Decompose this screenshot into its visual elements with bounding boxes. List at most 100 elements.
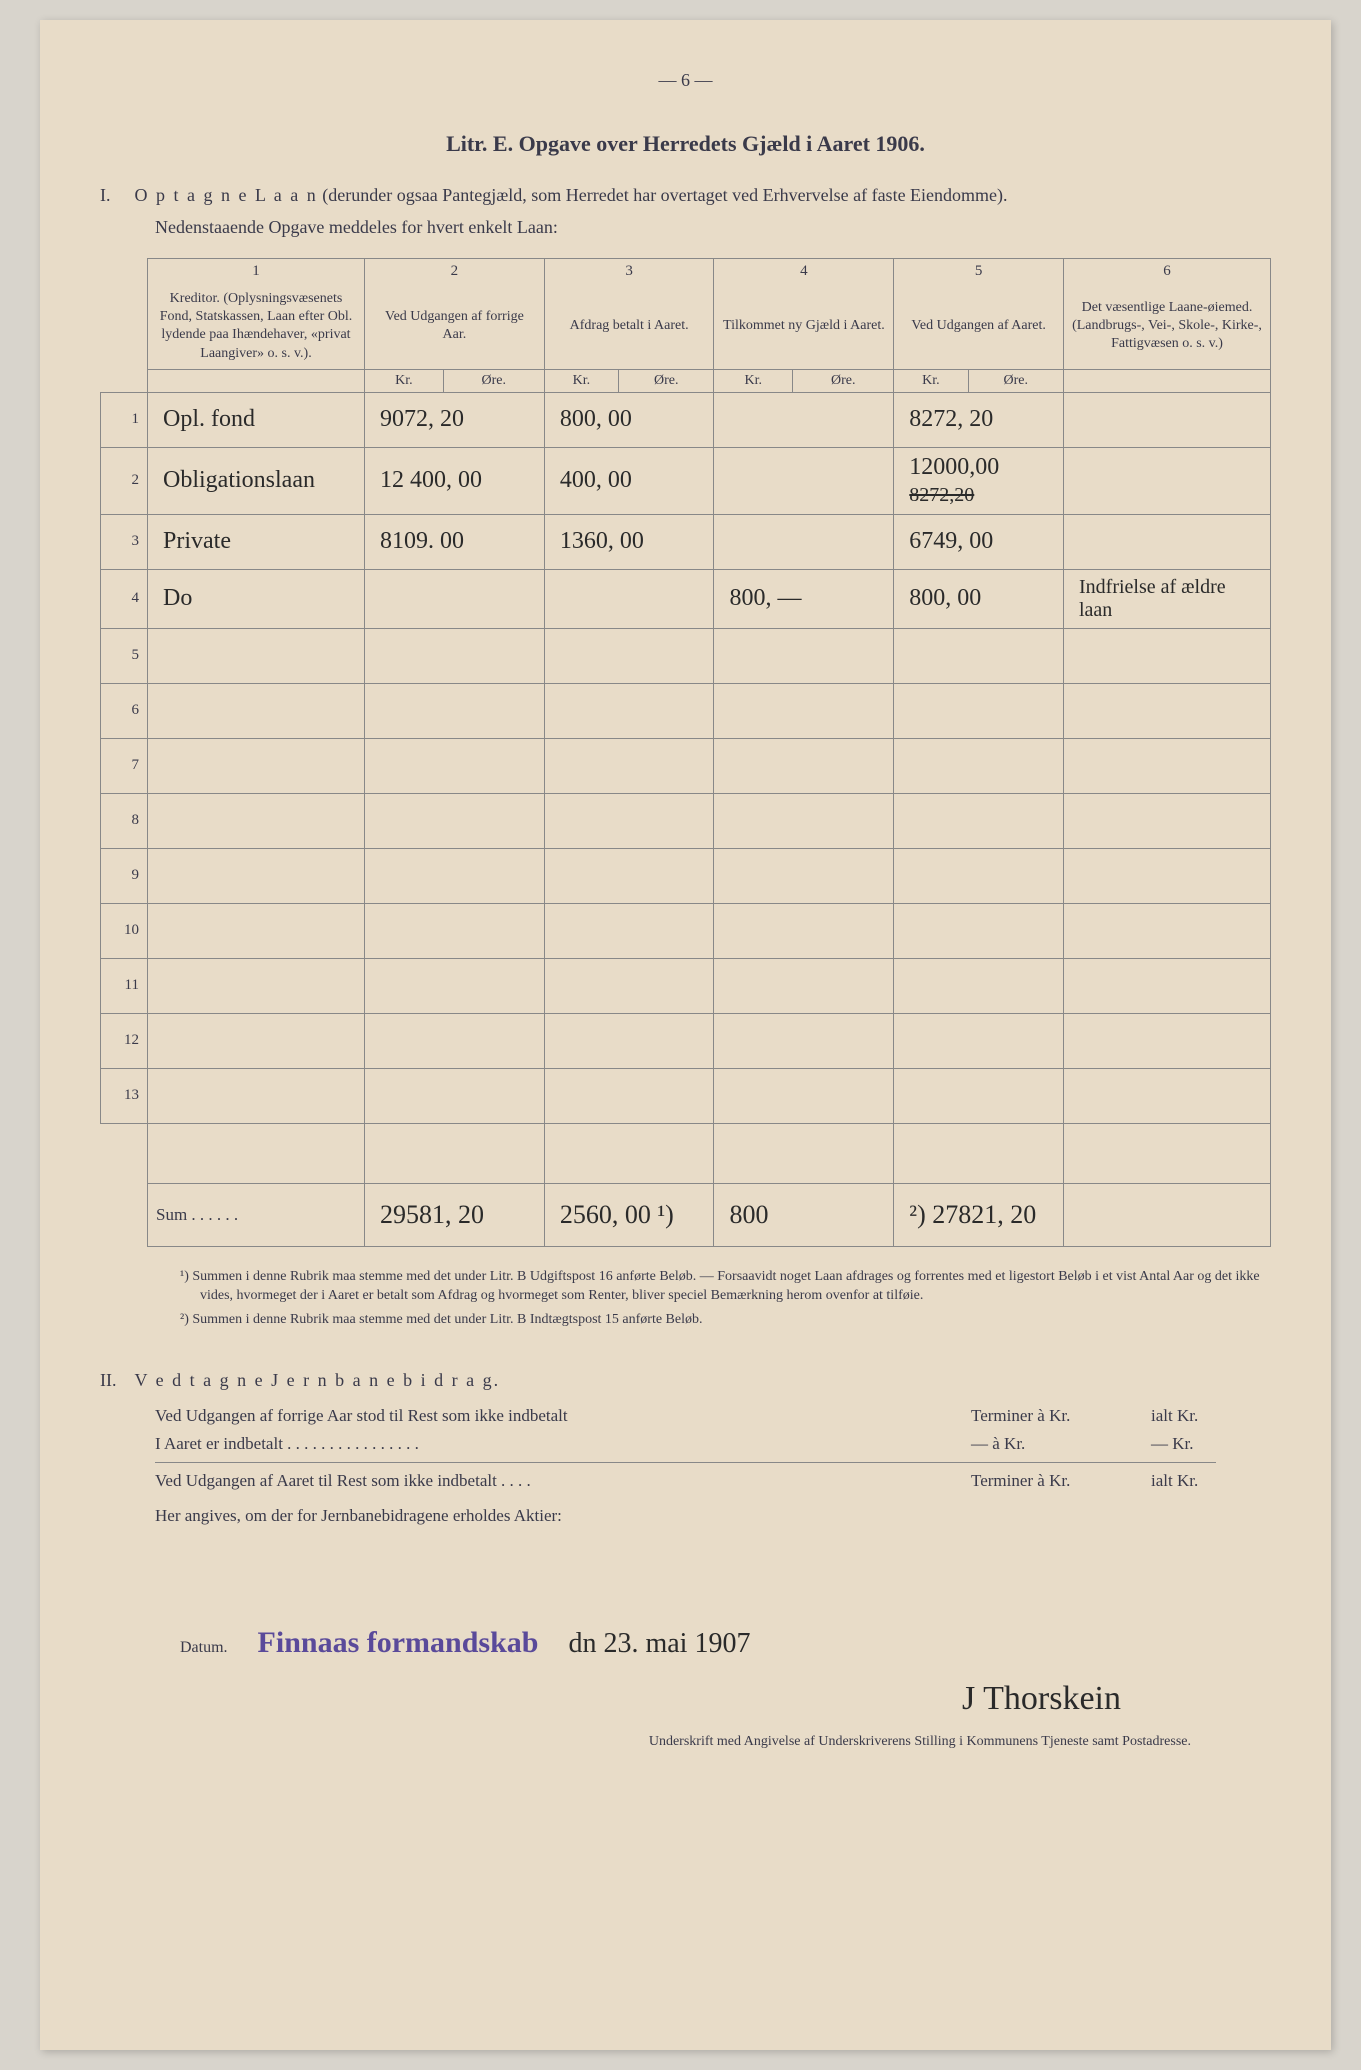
s2-line-2: I Aaret er indbetalt . . . . . . . . . .… xyxy=(155,1434,1271,1454)
cell-c2: 12 400, 00 xyxy=(365,447,545,514)
table-sum-row: Sum . . . . . . 29581, 20 2560, 00 ¹) 80… xyxy=(101,1183,1271,1246)
sum-c3: 2560, 00 ¹) xyxy=(544,1183,714,1246)
sub-kr: Kr. xyxy=(714,369,793,392)
cell-c6: Indfrielse af ældre laan xyxy=(1064,569,1271,628)
signature-block: Datum. Finnaas formandskab dn 23. mai 19… xyxy=(100,1626,1271,1751)
sum-c4: 800 xyxy=(714,1183,894,1246)
row-num: 8 xyxy=(101,793,148,848)
header-col6: Det væsentlige Laane-øiemed. (Landbrugs-… xyxy=(1064,284,1271,369)
datum-line: Datum. Finnaas formandskab dn 23. mai 19… xyxy=(180,1626,1271,1660)
cell-c6 xyxy=(1064,392,1271,447)
cell-c5: 8272, 20 xyxy=(894,392,1064,447)
sub-ore: Øre. xyxy=(619,369,714,392)
debt-table: 1 2 3 4 5 6 Kreditor. (Oplysningsvæsenet… xyxy=(100,258,1271,1247)
row-num: 2 xyxy=(101,447,148,514)
cell-c4 xyxy=(714,392,894,447)
cell-c4 xyxy=(714,514,894,569)
row-num: 12 xyxy=(101,1013,148,1068)
cell-creditor: Do xyxy=(148,569,365,628)
signature-caption: Underskrift med Angivelse af Underskrive… xyxy=(100,1733,1191,1751)
datum-label: Datum. xyxy=(180,1639,228,1657)
colnum-5: 5 xyxy=(894,259,1064,285)
section-1-sub: Nedenstaaende Opgave meddeles for hvert … xyxy=(155,217,1271,238)
row-num: 4 xyxy=(101,569,148,628)
row-num: 1 xyxy=(101,392,148,447)
colnum-2: 2 xyxy=(365,259,545,285)
section-1-roman: I. xyxy=(100,182,130,209)
cell-c5: 6749, 00 xyxy=(894,514,1064,569)
cell-creditor: Obligationslaan xyxy=(148,447,365,514)
table-spacer-row xyxy=(101,1123,1271,1183)
section-1-heading: O p t a g n e L a a n xyxy=(135,185,318,205)
stamp-text: Finnaas formandskab xyxy=(258,1626,539,1660)
cell-creditor: Opl. fond xyxy=(148,392,365,447)
row-num: 11 xyxy=(101,958,148,1013)
cell-c6 xyxy=(1064,514,1271,569)
header-creditor: Kreditor. (Oplysningsvæsenets Fond, Stat… xyxy=(148,284,365,369)
signature-name: J Thorskein xyxy=(100,1680,1121,1718)
cell-c2: 8109. 00 xyxy=(365,514,545,569)
handwritten-date: dn 23. mai 1907 xyxy=(568,1628,750,1660)
section-2-title: II. V e d t a g n e J e r n b a n e b i … xyxy=(100,1370,1271,1391)
section-1-heading-rest: (derunder ogsaa Pantegjæld, som Herredet… xyxy=(322,185,1007,205)
section-2: II. V e d t a g n e J e r n b a n e b i … xyxy=(100,1370,1271,1526)
table-colnum-row: 1 2 3 4 5 6 xyxy=(101,259,1271,285)
table-row: 10 xyxy=(101,903,1271,958)
table-row: 13 xyxy=(101,1068,1271,1123)
colnum-1: 1 xyxy=(148,259,365,285)
footnote-2: ²) Summen i denne Rubrik maa stemme med … xyxy=(180,1310,1271,1330)
cell-c3: 1360, 00 xyxy=(544,514,714,569)
s2-line-4: Her angives, om der for Jernbanebidragen… xyxy=(155,1506,1271,1526)
sub-kr: Kr. xyxy=(544,369,618,392)
table-header-row: Kreditor. (Oplysningsvæsenets Fond, Stat… xyxy=(101,284,1271,369)
sub-kr: Kr. xyxy=(894,369,968,392)
divider xyxy=(155,1462,1216,1463)
sub-ore: Øre. xyxy=(443,369,544,392)
sum-c2: 29581, 20 xyxy=(365,1183,545,1246)
row-num: 10 xyxy=(101,903,148,958)
table-row: 11 xyxy=(101,958,1271,1013)
sum-c5: ²) 27821, 20 xyxy=(894,1183,1064,1246)
row-num: 9 xyxy=(101,848,148,903)
cell-c5: 800, 00 xyxy=(894,569,1064,628)
cell-c4: 800, — xyxy=(714,569,894,628)
page-number: — 6 — xyxy=(100,70,1271,91)
table-row: 2 Obligationslaan 12 400, 00 400, 00 120… xyxy=(101,447,1271,514)
table-subheader-row: Kr.Øre. Kr.Øre. Kr.Øre. Kr.Øre. xyxy=(101,369,1271,392)
colnum-6: 6 xyxy=(1064,259,1271,285)
row-num: 6 xyxy=(101,683,148,738)
cell-c2: 9072, 20 xyxy=(365,392,545,447)
cell-c4 xyxy=(714,447,894,514)
row-num: 3 xyxy=(101,514,148,569)
colnum-4: 4 xyxy=(714,259,894,285)
table-row: 8 xyxy=(101,793,1271,848)
table-row: 9 xyxy=(101,848,1271,903)
s2-line-1: Ved Udgangen af forrige Aar stod til Res… xyxy=(155,1406,1271,1426)
table-row: 5 xyxy=(101,628,1271,683)
sub-ore: Øre. xyxy=(968,369,1064,392)
section-1-intro: I. O p t a g n e L a a n (derunder ogsaa… xyxy=(100,182,1271,209)
cell-c6 xyxy=(1064,447,1271,514)
row-num: 5 xyxy=(101,628,148,683)
table-row: 1 Opl. fond 9072, 20 800, 00 8272, 20 xyxy=(101,392,1271,447)
sum-label: Sum . . . . . . xyxy=(148,1183,365,1246)
table-row: 12 xyxy=(101,1013,1271,1068)
cell-creditor: Private xyxy=(148,514,365,569)
table-row: 3 Private 8109. 00 1360, 00 6749, 00 xyxy=(101,514,1271,569)
table-row: 6 xyxy=(101,683,1271,738)
header-col2: Ved Udgangen af forrige Aar. xyxy=(365,284,545,369)
sub-kr: Kr. xyxy=(365,369,444,392)
row-num: 7 xyxy=(101,738,148,793)
cell-c3: 400, 00 xyxy=(544,447,714,514)
table-row: 4 Do 800, — 800, 00 Indfrielse af ældre … xyxy=(101,569,1271,628)
cell-c5: 12000,008272,20 xyxy=(894,447,1064,514)
cell-c3 xyxy=(544,569,714,628)
header-col5: Ved Udgangen af Aaret. xyxy=(894,284,1064,369)
document-page: — 6 — Litr. E. Opgave over Herredets Gjæ… xyxy=(40,20,1331,2050)
header-col4: Tilkommet ny Gjæld i Aaret. xyxy=(714,284,894,369)
footnote-1: ¹) Summen i denne Rubrik maa stemme med … xyxy=(180,1267,1271,1306)
cell-c2 xyxy=(365,569,545,628)
s2-line-3: Ved Udgangen af Aaret til Rest som ikke … xyxy=(155,1471,1271,1491)
cell-c3: 800, 00 xyxy=(544,392,714,447)
header-col3: Afdrag betalt i Aaret. xyxy=(544,284,714,369)
